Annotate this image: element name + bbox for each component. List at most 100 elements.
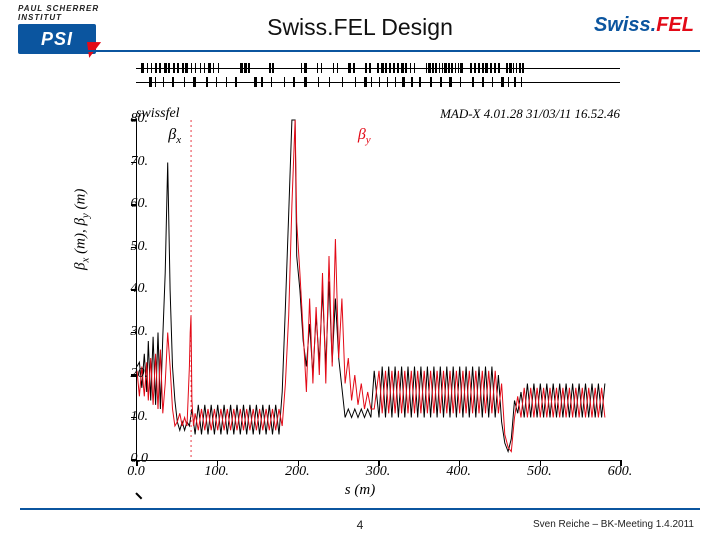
x-tick-label: 100. [192, 464, 242, 480]
lattice-element [193, 77, 196, 87]
lattice-element [474, 63, 476, 73]
x-tick-label: 500. [514, 464, 564, 480]
y-tick-label: 80. [106, 111, 148, 127]
lattice-element [337, 63, 339, 73]
y-tick-label: 70. [106, 154, 148, 170]
lattice-element [381, 63, 384, 73]
lattice-element [478, 63, 480, 73]
lattice-element [509, 63, 512, 73]
lattice-element [371, 77, 373, 87]
x-axis-title: s (m) [80, 482, 640, 499]
lattice-element [508, 77, 510, 87]
lattice-element [516, 63, 518, 73]
lattice-element [448, 63, 450, 73]
lattice-element [442, 63, 444, 73]
lattice-element [168, 63, 170, 73]
y-tick-label: 40. [106, 281, 148, 297]
lattice-element [293, 77, 295, 87]
lattice-element [506, 63, 508, 73]
lattice-element [369, 63, 371, 73]
lattice-element [317, 63, 319, 73]
lattice-element [216, 77, 218, 87]
footer-author: Sven Reiche – BK-Meeting 1.4.2011 [533, 519, 694, 530]
lattice-element [428, 63, 431, 73]
lattice-element [444, 63, 447, 73]
series-line [137, 120, 605, 452]
lattice-element [304, 77, 307, 87]
lattice-element [414, 63, 416, 73]
lattice-element [333, 63, 335, 73]
lattice-element [485, 63, 488, 73]
lattice-element [439, 63, 441, 73]
lattice-element [514, 77, 516, 87]
lattice-element [410, 63, 412, 73]
lattice-element [405, 63, 407, 73]
lattice-element [218, 63, 220, 73]
lattice-element [261, 77, 263, 87]
lattice-element [151, 63, 153, 73]
slide: PAUL SCHERRER INSTITUT PSI Swiss.FEL Des… [0, 0, 720, 540]
lattice-element [419, 77, 421, 87]
lattice-element [177, 63, 179, 73]
lattice-element [385, 63, 387, 73]
lattice-element [389, 63, 391, 73]
lattice-strip-bottom [136, 77, 620, 87]
brand-prefix: Swiss. [594, 14, 656, 36]
brand-label: Swiss.FEL [594, 14, 694, 37]
lattice-element [482, 63, 484, 73]
lattice-element [401, 63, 404, 73]
lattice-element [522, 63, 524, 73]
lattice-element [254, 77, 257, 87]
lattice-element [208, 63, 211, 73]
x-tick-label: 300. [353, 464, 403, 480]
lattice-element [490, 63, 492, 73]
lattice-element [301, 63, 303, 73]
lattice-element [163, 77, 165, 87]
lattice-element [460, 77, 462, 87]
y-tick-label: 30. [106, 324, 148, 340]
lattice-element [449, 77, 452, 87]
lattice-element [393, 63, 395, 73]
lattice-element [513, 63, 515, 73]
lattice-element [364, 77, 367, 87]
lattice-element [365, 63, 367, 73]
lattice-element [521, 77, 523, 87]
lattice-element [147, 63, 149, 73]
lattice-element [206, 77, 208, 87]
lattice-element [472, 77, 474, 87]
x-tick-label: 0.0 [111, 464, 161, 480]
lattice-element [184, 77, 186, 87]
lattice-element [248, 63, 250, 73]
lattice-element [395, 77, 397, 87]
lattice-element [402, 77, 405, 87]
y-tick-label: 50. [106, 239, 148, 255]
lattice-element [482, 77, 484, 87]
lattice-element [272, 63, 274, 73]
series-line [137, 120, 605, 452]
lattice-element [191, 63, 193, 73]
lattice-element [451, 63, 453, 73]
lattice-element [159, 63, 161, 73]
lattice-element [155, 63, 157, 73]
lattice-element [164, 63, 167, 73]
lattice-element [440, 77, 442, 87]
lattice-element [173, 63, 175, 73]
lattice-element [155, 77, 157, 87]
lattice-element [185, 63, 188, 73]
lattice-element [182, 63, 184, 73]
footer-rule [20, 508, 700, 510]
lattice-element [470, 63, 472, 73]
lattice-element [494, 63, 496, 73]
header-rule [20, 50, 700, 52]
lattice-element [455, 63, 457, 73]
lattice-element [397, 63, 399, 73]
lattice-element [435, 63, 437, 73]
lattice-element [235, 77, 237, 87]
lattice-element [458, 63, 460, 73]
lattice-strip-top [136, 63, 620, 73]
beta-function-chart: swissfel MAD-X 4.01.28 31/03/11 16.52.46… [80, 60, 640, 490]
lattice-element [271, 77, 273, 87]
lattice-element [426, 63, 428, 73]
y-tick-label: 20. [106, 366, 148, 382]
lattice-element [387, 77, 389, 87]
